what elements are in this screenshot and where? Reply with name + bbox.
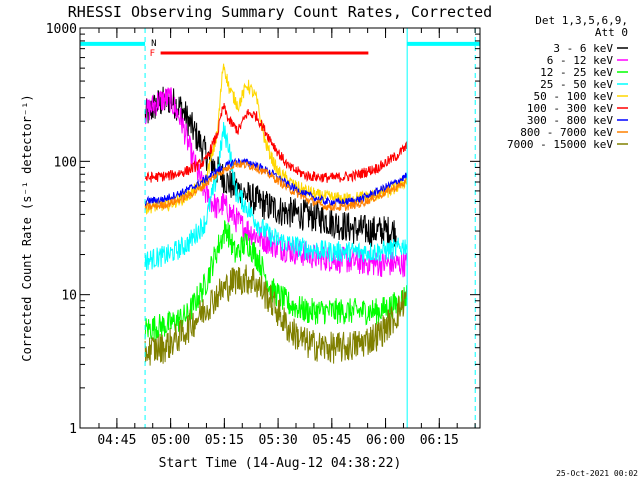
legend-label-5: 100 - 300 keV (527, 102, 613, 115)
series-line-2 (144, 220, 408, 341)
series-line-8 (144, 264, 408, 366)
series-line-7 (144, 160, 408, 212)
legend-header-1: Att 0 (595, 26, 628, 39)
y-tick-label-3: 1000 (46, 22, 77, 37)
legend-label-4: 50 - 100 keV (534, 90, 614, 103)
chart-title: RHESSI Observing Summary Count Rates, Co… (68, 3, 492, 21)
x-tick-label-2: 05:15 (205, 433, 244, 448)
legend-label-0: 3 - 6 keV (553, 42, 613, 55)
x-tick-label-0: 04:45 (97, 433, 136, 448)
plot-frame (79, 27, 481, 429)
x-axis-label: Start Time (14-Aug-12 04:38:22) (159, 456, 402, 471)
series-line-5 (144, 102, 408, 183)
y-tick-label-0: 1 (69, 422, 77, 437)
x-tick-label-3: 05:30 (259, 433, 298, 448)
plot-area: NF (80, 28, 480, 428)
legend-label-1: 6 - 12 keV (547, 54, 614, 67)
flag-label: F (150, 49, 155, 59)
axes: 1 10 100 1000 04:45 05:00 05:15 05:30 05:45 06:00… (46, 22, 480, 448)
series-line-3 (144, 121, 408, 271)
night-marker-label: N (151, 39, 156, 49)
legend-label-2: 12 - 25 keV (540, 66, 613, 79)
legend-header-0: Det 1,3,5,6,9, (535, 14, 628, 27)
x-tick-label-4: 05:45 (312, 433, 351, 448)
y-axis-label: Corrected Count Rate (s⁻¹ detector⁻¹) (20, 94, 34, 361)
x-tick-label-5: 06:00 (366, 433, 405, 448)
legend-label-3: 25 - 50 keV (540, 78, 613, 91)
series-line-0 (144, 86, 397, 247)
legend-label-7: 800 - 7000 keV (520, 126, 613, 139)
y-tick-label-1: 10 (61, 289, 77, 304)
series-line-6 (144, 157, 408, 208)
x-tick-label-6: 06:15 (420, 433, 459, 448)
legend-label-8: 7000 - 15000 keV (507, 138, 613, 151)
footer-date: 25-Oct-2021 00:02 (556, 469, 638, 478)
legend-label-6: 300 - 800 keV (527, 114, 613, 127)
y-tick-label-2: 100 (54, 155, 77, 170)
x-tick-label-1: 05:00 (151, 433, 190, 448)
